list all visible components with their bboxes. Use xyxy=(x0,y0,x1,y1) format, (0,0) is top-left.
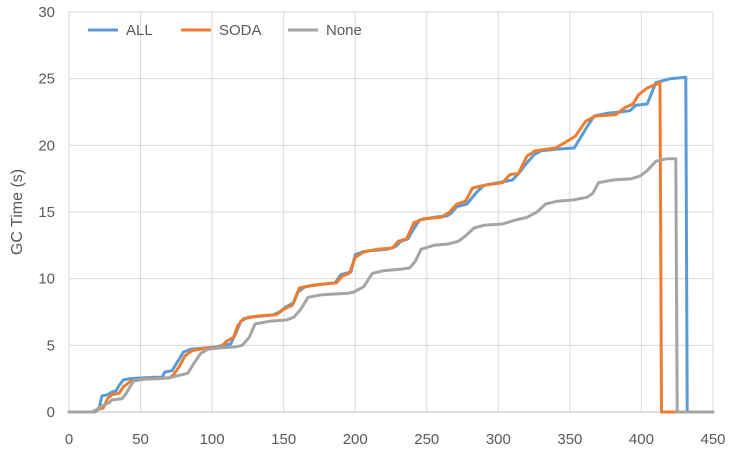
y-tick-label: 25 xyxy=(38,71,55,88)
y-tick-label: 10 xyxy=(38,271,55,288)
legend: ALL SODA None xyxy=(88,22,362,39)
x-tick-label: 250 xyxy=(414,431,439,448)
legend-label: ALL xyxy=(126,22,153,39)
axis-layer: 0 50 100 150 200 250 300 350 400 450 0 5 10 15 20 25 30 xyxy=(38,4,725,448)
x-tick-label: 300 xyxy=(486,431,511,448)
series-layer xyxy=(67,75,715,414)
legend-item-soda: SODA xyxy=(181,22,262,39)
y-axis-title: GC Time (s) xyxy=(9,169,26,255)
legend-label: SODA xyxy=(219,22,262,39)
legend-item-none: None xyxy=(288,22,362,39)
series-line-all xyxy=(67,75,715,414)
legend-item-all: ALL xyxy=(88,22,153,39)
x-tick-label: 100 xyxy=(200,431,225,448)
x-tick-label: 450 xyxy=(700,431,725,448)
x-tick-label: 50 xyxy=(132,431,149,448)
x-tick-label: 350 xyxy=(557,431,582,448)
y-tick-label: 20 xyxy=(38,137,55,154)
x-tick-label: 400 xyxy=(629,431,654,448)
legend-label: None xyxy=(326,22,362,39)
series-line-soda xyxy=(67,81,715,414)
y-tick-label: 15 xyxy=(38,204,55,221)
x-tick-label: 200 xyxy=(343,431,368,448)
x-tick-label: 0 xyxy=(65,431,73,448)
series-line-none xyxy=(67,157,715,414)
grid-layer xyxy=(68,11,714,413)
y-tick-label: 5 xyxy=(47,337,55,354)
x-tick-label: 150 xyxy=(271,431,296,448)
y-tick-label: 0 xyxy=(47,404,55,421)
y-tick-label: 30 xyxy=(38,4,55,21)
